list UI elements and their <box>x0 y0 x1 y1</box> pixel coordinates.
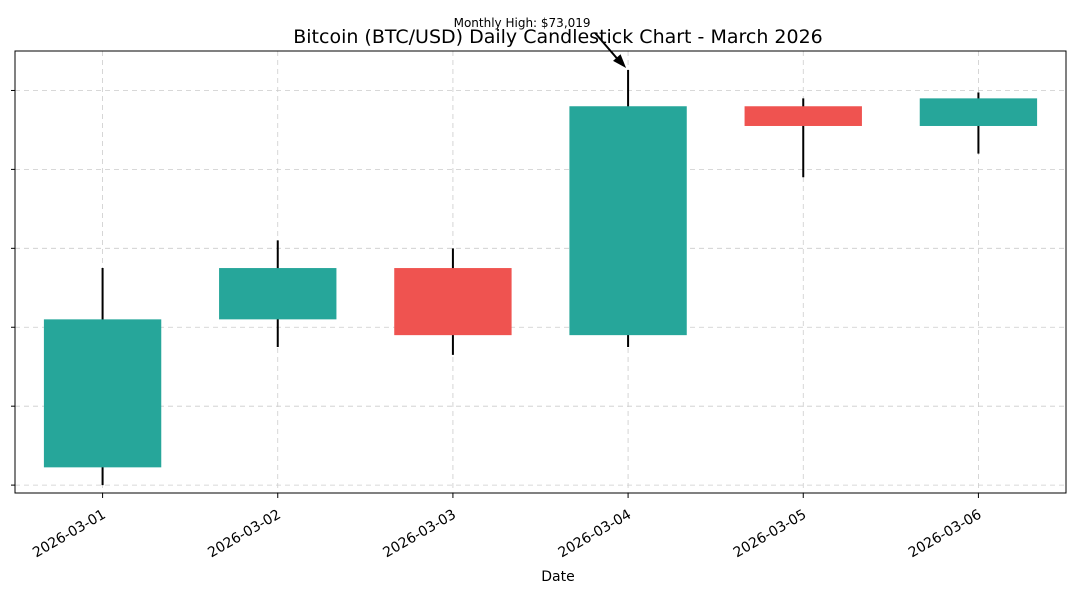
grid <box>15 51 1066 493</box>
candle-body-down <box>744 106 862 126</box>
monthly-high-annotation: Monthly High: $73,019 <box>454 16 627 68</box>
x-tick-label: 2026-03-02 <box>205 507 283 562</box>
annotation-arrow-shaft <box>594 32 621 63</box>
x-tick-label: 2026-03-04 <box>556 507 635 562</box>
candle-body-up <box>43 319 162 468</box>
candles <box>43 69 1038 486</box>
annotation-text: Monthly High: $73,019 <box>454 16 591 30</box>
x-tick-label: 2026-03-03 <box>380 507 458 562</box>
chart-title: Bitcoin (BTC/USD) Daily Candlestick Char… <box>293 26 823 48</box>
plot-frame <box>14 50 1067 494</box>
candle-body-up <box>919 98 1038 126</box>
x-tick-label: 2026-03-06 <box>906 507 985 562</box>
annotation-arrow-head <box>613 54 627 68</box>
x-tick-label: 2026-03-05 <box>731 507 809 562</box>
candle-body-up <box>219 268 337 320</box>
x-axis-label: Date <box>541 569 574 585</box>
x-tick-label: 2026-03-01 <box>30 507 108 562</box>
candle-body-down <box>394 268 512 336</box>
candle-body-up <box>569 106 687 336</box>
